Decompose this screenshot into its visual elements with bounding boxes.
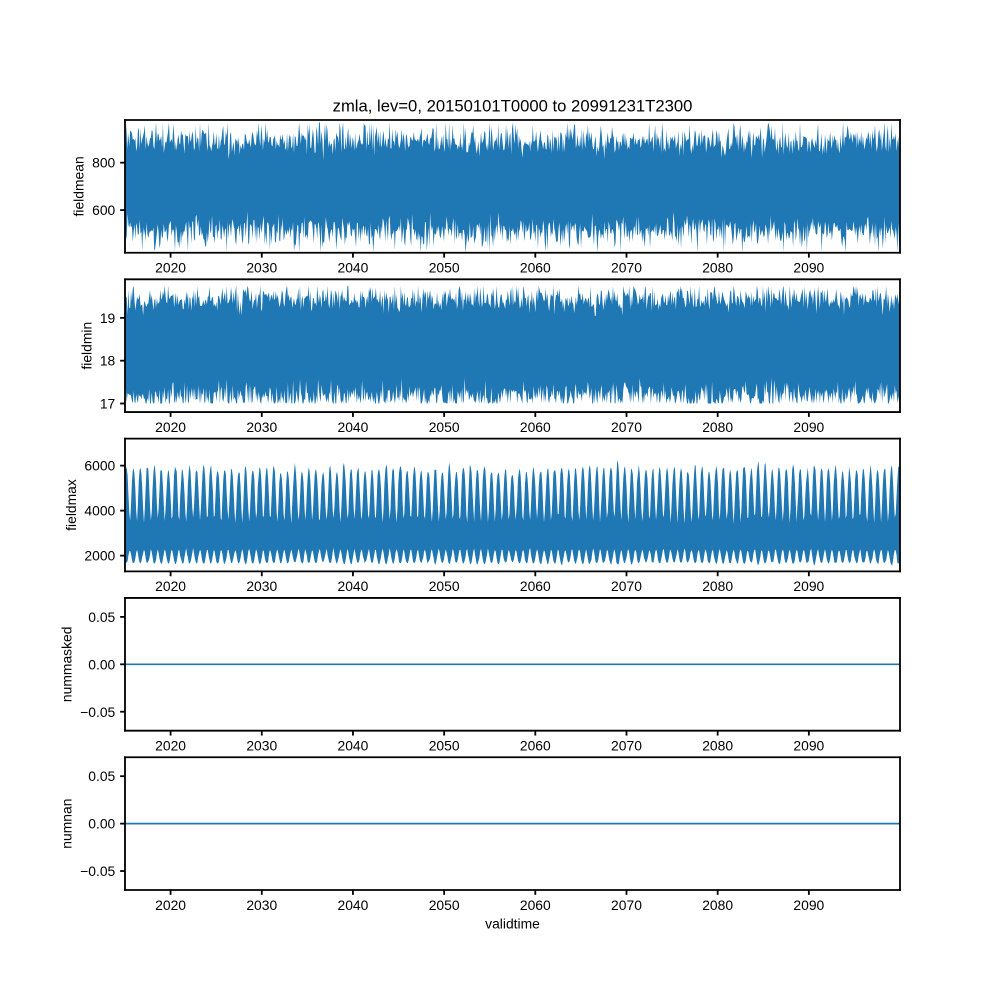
svg-text:2030: 2030 <box>246 260 277 276</box>
svg-text:2050: 2050 <box>429 897 460 913</box>
svg-text:2080: 2080 <box>702 737 733 753</box>
svg-text:0.05: 0.05 <box>88 609 115 625</box>
svg-text:2000: 2000 <box>84 548 115 564</box>
svg-text:nummasked: nummasked <box>59 627 75 703</box>
svg-text:0.05: 0.05 <box>88 768 115 784</box>
svg-text:2030: 2030 <box>246 737 277 753</box>
svg-text:2040: 2040 <box>338 260 369 276</box>
svg-text:2060: 2060 <box>520 578 551 594</box>
svg-text:2070: 2070 <box>611 897 642 913</box>
svg-text:fieldmin: fieldmin <box>78 322 94 370</box>
svg-text:2090: 2090 <box>793 897 824 913</box>
svg-text:2050: 2050 <box>429 578 460 594</box>
svg-text:17: 17 <box>100 396 116 412</box>
svg-text:2060: 2060 <box>520 260 551 276</box>
svg-text:−0.05: −0.05 <box>80 863 115 879</box>
svg-text:800: 800 <box>92 155 115 171</box>
svg-text:2050: 2050 <box>429 419 460 435</box>
svg-text:0.00: 0.00 <box>88 816 115 832</box>
svg-text:6000: 6000 <box>84 458 115 474</box>
svg-text:2060: 2060 <box>520 737 551 753</box>
svg-text:2090: 2090 <box>793 578 824 594</box>
svg-text:2070: 2070 <box>611 260 642 276</box>
svg-text:2020: 2020 <box>155 737 186 753</box>
svg-text:2090: 2090 <box>793 737 824 753</box>
svg-text:2090: 2090 <box>793 260 824 276</box>
svg-text:2020: 2020 <box>155 419 186 435</box>
svg-text:2030: 2030 <box>246 578 277 594</box>
svg-text:2040: 2040 <box>338 737 369 753</box>
svg-text:2020: 2020 <box>155 578 186 594</box>
svg-text:2040: 2040 <box>338 897 369 913</box>
svg-text:4000: 4000 <box>84 503 115 519</box>
svg-text:fieldmean: fieldmean <box>71 156 87 216</box>
svg-text:0.00: 0.00 <box>88 656 115 672</box>
svg-text:2070: 2070 <box>611 737 642 753</box>
svg-text:2080: 2080 <box>702 897 733 913</box>
svg-text:numnan: numnan <box>59 799 75 849</box>
svg-text:2040: 2040 <box>338 419 369 435</box>
svg-text:2050: 2050 <box>429 737 460 753</box>
svg-text:2030: 2030 <box>246 419 277 435</box>
svg-text:validtime: validtime <box>485 915 540 931</box>
svg-text:18: 18 <box>100 353 116 369</box>
svg-text:600: 600 <box>92 202 115 218</box>
svg-text:2030: 2030 <box>246 897 277 913</box>
svg-text:−0.05: −0.05 <box>80 704 115 720</box>
svg-text:2080: 2080 <box>702 260 733 276</box>
svg-text:2070: 2070 <box>611 419 642 435</box>
svg-text:2080: 2080 <box>702 578 733 594</box>
svg-text:2060: 2060 <box>520 897 551 913</box>
svg-text:2060: 2060 <box>520 419 551 435</box>
svg-text:2020: 2020 <box>155 897 186 913</box>
svg-text:2020: 2020 <box>155 260 186 276</box>
svg-text:zmla, lev=0, 20150101T0000 to: zmla, lev=0, 20150101T0000 to 20991231T2… <box>333 97 693 116</box>
svg-text:2050: 2050 <box>429 260 460 276</box>
svg-text:2070: 2070 <box>611 578 642 594</box>
svg-text:2090: 2090 <box>793 419 824 435</box>
svg-text:2080: 2080 <box>702 419 733 435</box>
svg-text:19: 19 <box>100 310 116 326</box>
svg-text:2040: 2040 <box>338 578 369 594</box>
svg-text:fieldmax: fieldmax <box>63 479 79 531</box>
